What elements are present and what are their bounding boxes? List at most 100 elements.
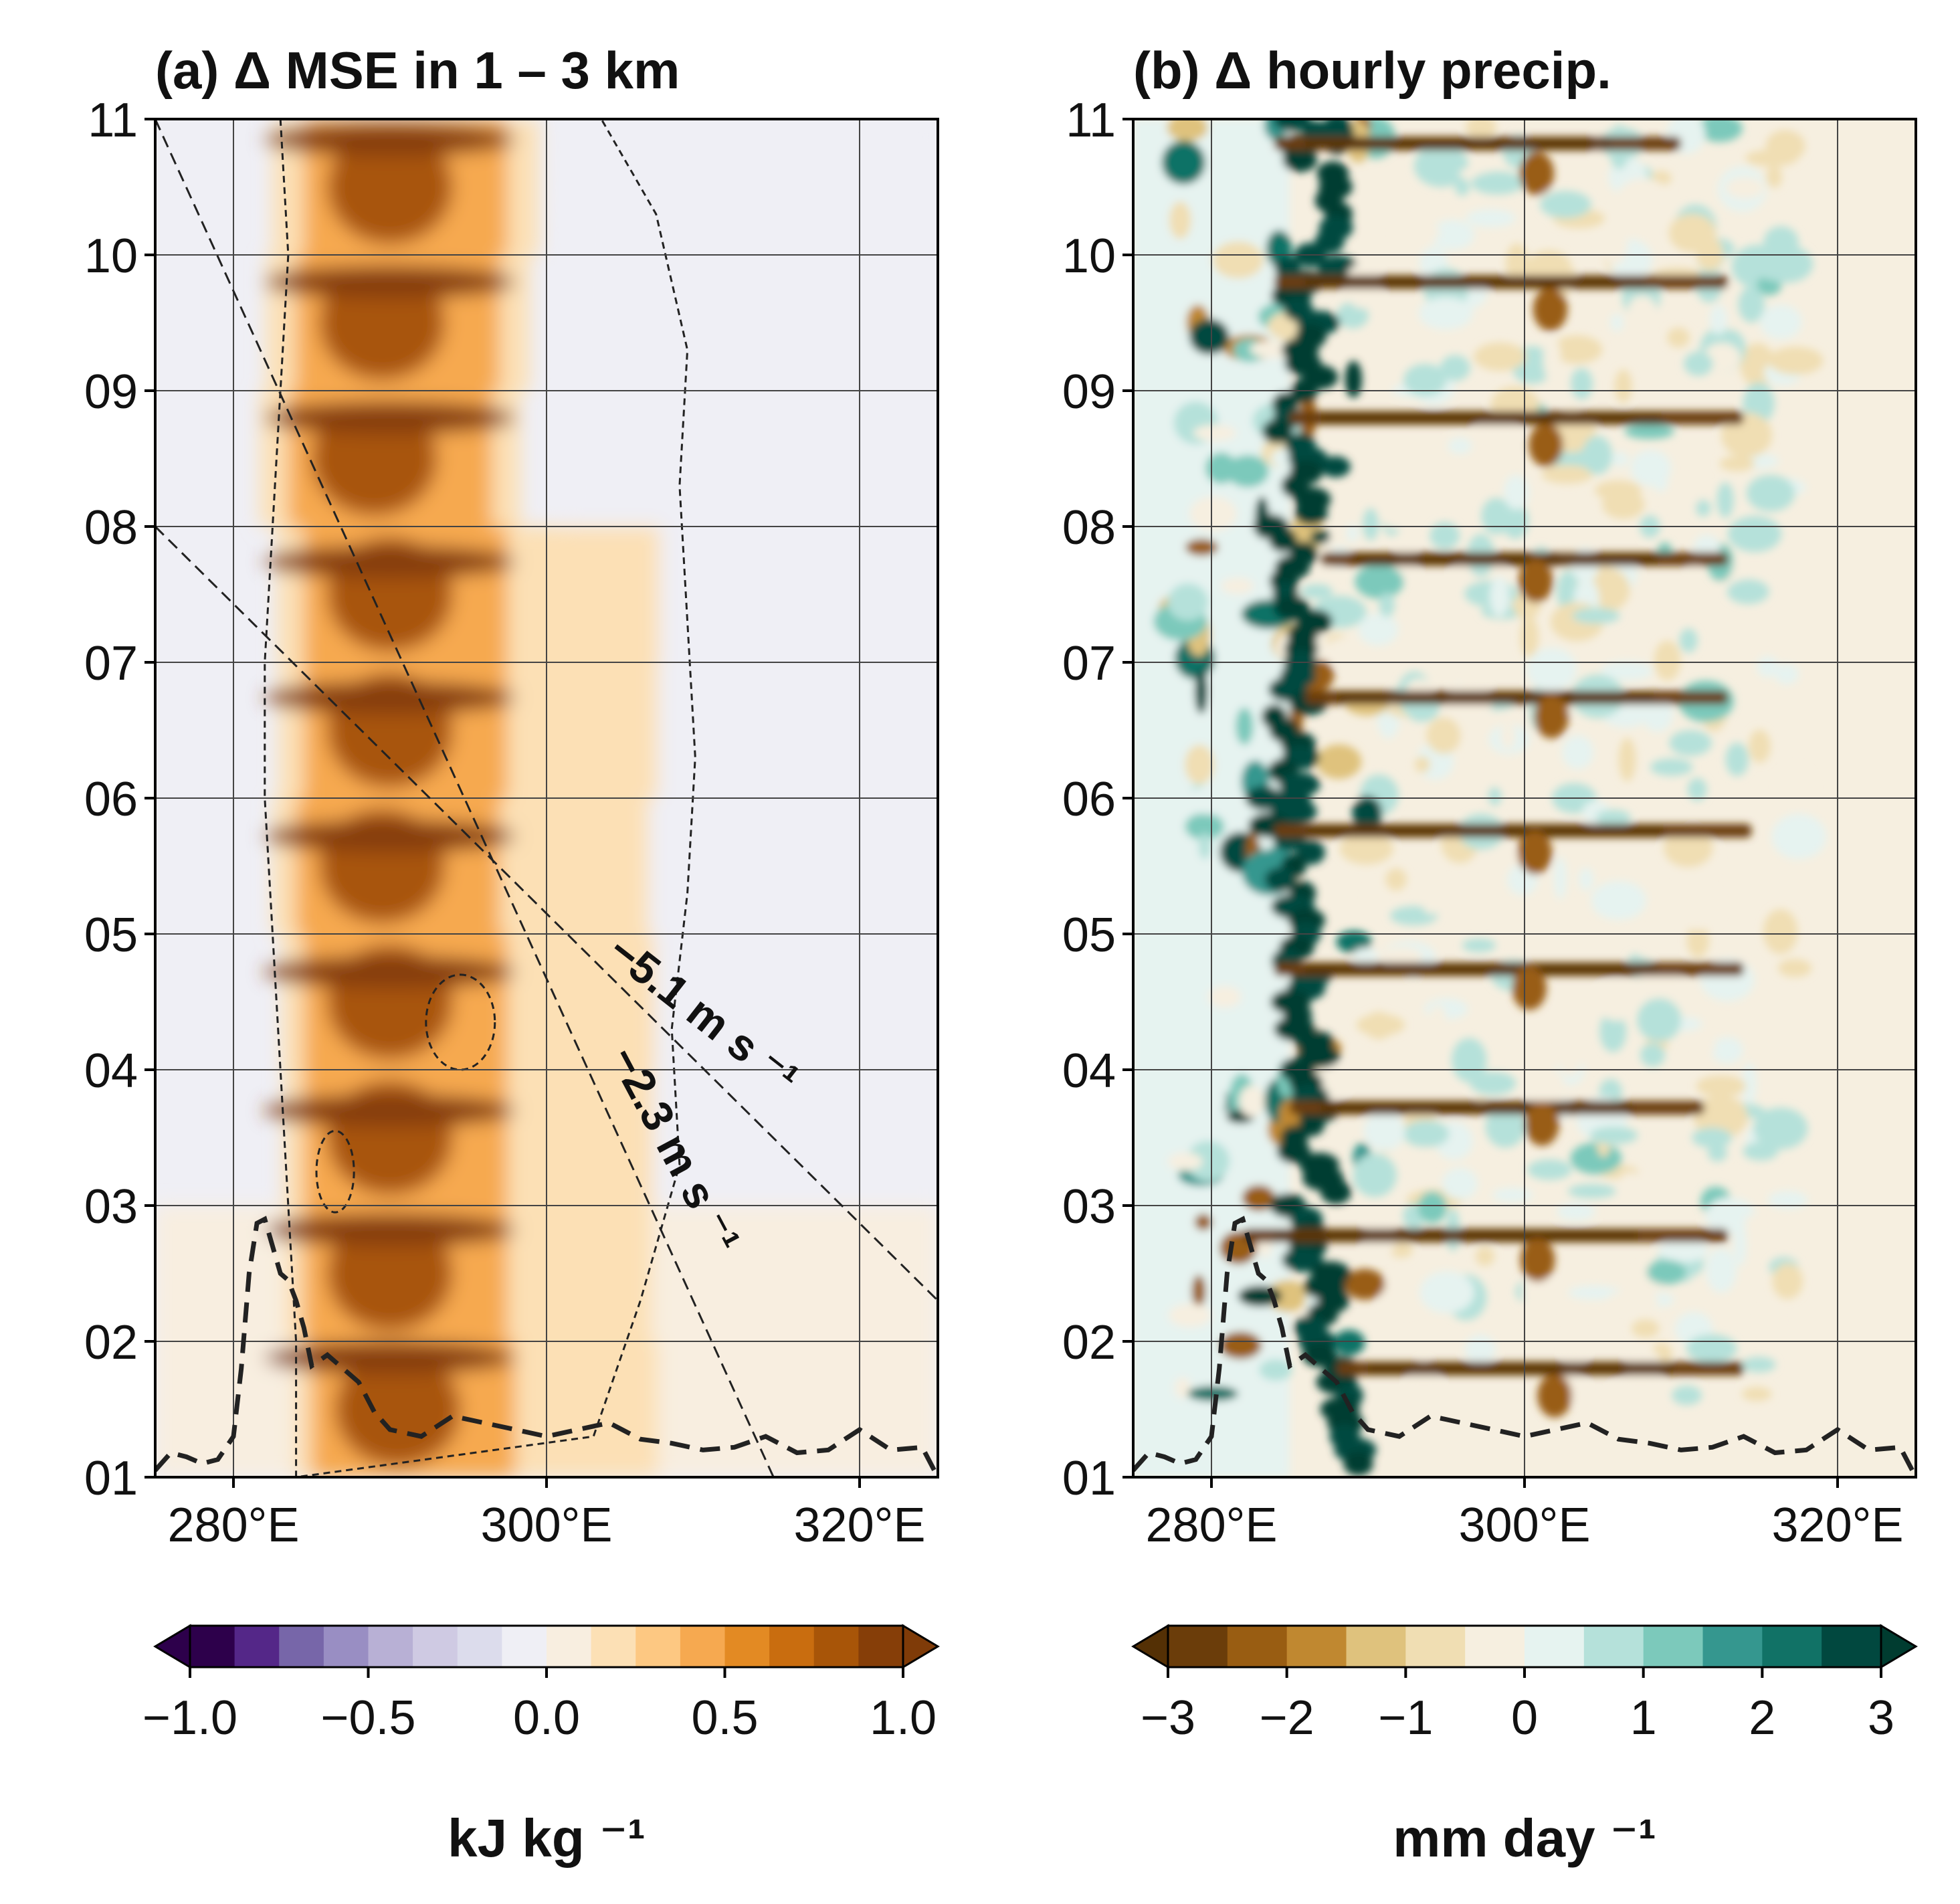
noise-cell [1618, 738, 1636, 782]
y-tick-label: 10 [84, 229, 138, 283]
noise-cell [1708, 1143, 1727, 1162]
wet-band-cell [1282, 147, 1317, 173]
wet-band-cell [1320, 1179, 1352, 1204]
noise-cell [1403, 363, 1447, 397]
noise-cell [1186, 1141, 1230, 1181]
noise-cell [1619, 1172, 1641, 1193]
noise-cell [1195, 669, 1208, 715]
noise-cell [1219, 1331, 1262, 1359]
noise-cell [1684, 351, 1713, 376]
grid-a [155, 119, 938, 1477]
noise-cell [1476, 1073, 1500, 1088]
noise-cell [1472, 850, 1525, 866]
colorbar-swatch [323, 1626, 369, 1667]
x-tick-label: 280°E [1146, 1499, 1278, 1552]
noise-cell [1774, 663, 1799, 685]
noise-cell [1187, 1386, 1238, 1402]
noise-cell [1679, 628, 1698, 653]
colorbar-under-arrow [153, 1624, 191, 1669]
noise-cell [1169, 201, 1191, 240]
colorbar-swatch [858, 1626, 904, 1667]
noise-cell [1358, 613, 1399, 646]
colorbar-swatch [234, 1626, 280, 1667]
noise-cell [1527, 1159, 1572, 1180]
y-tick-label: 02 [84, 1316, 138, 1369]
noise-cell [1725, 177, 1765, 199]
diurnal-row [264, 820, 516, 853]
noise-cell [1640, 1043, 1665, 1067]
noise-cell [1665, 480, 1708, 508]
y-tick-label: 07 [1062, 637, 1116, 690]
noise-cell [1182, 786, 1238, 815]
noise-cell [1337, 302, 1369, 329]
colorbar-swatch [1702, 1626, 1763, 1667]
colorbar-swatch [1405, 1626, 1466, 1667]
noise-cell [1601, 661, 1653, 681]
panel-b-precip: (b) Δ hourly precip. 0102030405060708091… [1062, 41, 1918, 1868]
noise-cell [1719, 456, 1755, 472]
x-tick-label: 280°E [168, 1499, 300, 1552]
noise-cell [1558, 1041, 1582, 1076]
noise-cell [1194, 1214, 1212, 1230]
wet-band-cell [1282, 1247, 1323, 1272]
noise-cell [1676, 884, 1721, 931]
noise-cell [1492, 1187, 1533, 1202]
phase-line [155, 119, 775, 1477]
phase-lines [155, 119, 938, 1477]
y-tick-label: 11 [1066, 94, 1116, 147]
noise-cell [1168, 1303, 1212, 1327]
noise-cell [1504, 474, 1529, 510]
noise-cell [1741, 1357, 1776, 1373]
diurnal-row [264, 545, 516, 579]
noise-cell [1417, 1192, 1448, 1224]
noise-cell [1725, 743, 1749, 777]
noise-cell [1485, 1106, 1526, 1148]
noise-cell [1185, 539, 1218, 556]
noise-cell [1418, 297, 1473, 330]
colorbar-tick-label: 0.5 [691, 1691, 758, 1745]
noise-cell [1413, 145, 1469, 187]
colorbar-swatch [1525, 1626, 1585, 1667]
noise-cell [1614, 369, 1632, 403]
noise-cell [1594, 480, 1642, 500]
noise-cell [1591, 880, 1646, 920]
colorbar-swatch [413, 1626, 458, 1667]
colorbar-swatch [1822, 1626, 1882, 1667]
colorbar-tick-label: 2 [1749, 1691, 1775, 1745]
noise-cell [1632, 1319, 1660, 1338]
panel-a-title: (a) Δ MSE in 1 – 3 km [155, 41, 680, 100]
noise-cell [1543, 336, 1561, 381]
noise-cell [1236, 707, 1254, 745]
noise-cell [1522, 1272, 1555, 1312]
y-tick-label: 08 [1062, 501, 1116, 555]
noise-cell [1198, 832, 1211, 860]
noise-cell [1310, 529, 1331, 545]
y-tick-label: 09 [84, 365, 138, 419]
colorbar-swatch [190, 1626, 235, 1667]
noise-cell [1464, 1334, 1496, 1365]
noise-cell [1440, 355, 1470, 381]
diurnal-row [264, 955, 516, 989]
zero-contour-island [425, 973, 496, 1071]
noise-cell [1212, 241, 1264, 279]
noise-cell [1193, 424, 1237, 442]
noise-cell [1637, 997, 1682, 1042]
dry-row-core [1274, 1231, 1638, 1240]
wet-band-cell [1276, 1139, 1310, 1164]
x-axis-a: 280°E 300°E 320°E [168, 1477, 925, 1552]
diurnal-row [264, 1214, 516, 1246]
colorbar-swatch [1346, 1626, 1407, 1667]
noise-cell [1174, 1377, 1191, 1399]
x-tick-label: 300°E [481, 1499, 613, 1552]
noise-cell [1695, 499, 1711, 517]
noise-cell [1167, 119, 1208, 142]
noise-cell [1628, 295, 1657, 324]
noise-cell [1381, 947, 1423, 965]
noise-cell [1452, 1038, 1487, 1082]
dry-row-core [1320, 413, 1662, 422]
noise-cell [1579, 868, 1594, 891]
noise-cell [1430, 219, 1475, 250]
colorbar-swatch [457, 1626, 503, 1667]
y-tick-label: 09 [1062, 365, 1116, 419]
colorbar-swatch [279, 1626, 324, 1667]
